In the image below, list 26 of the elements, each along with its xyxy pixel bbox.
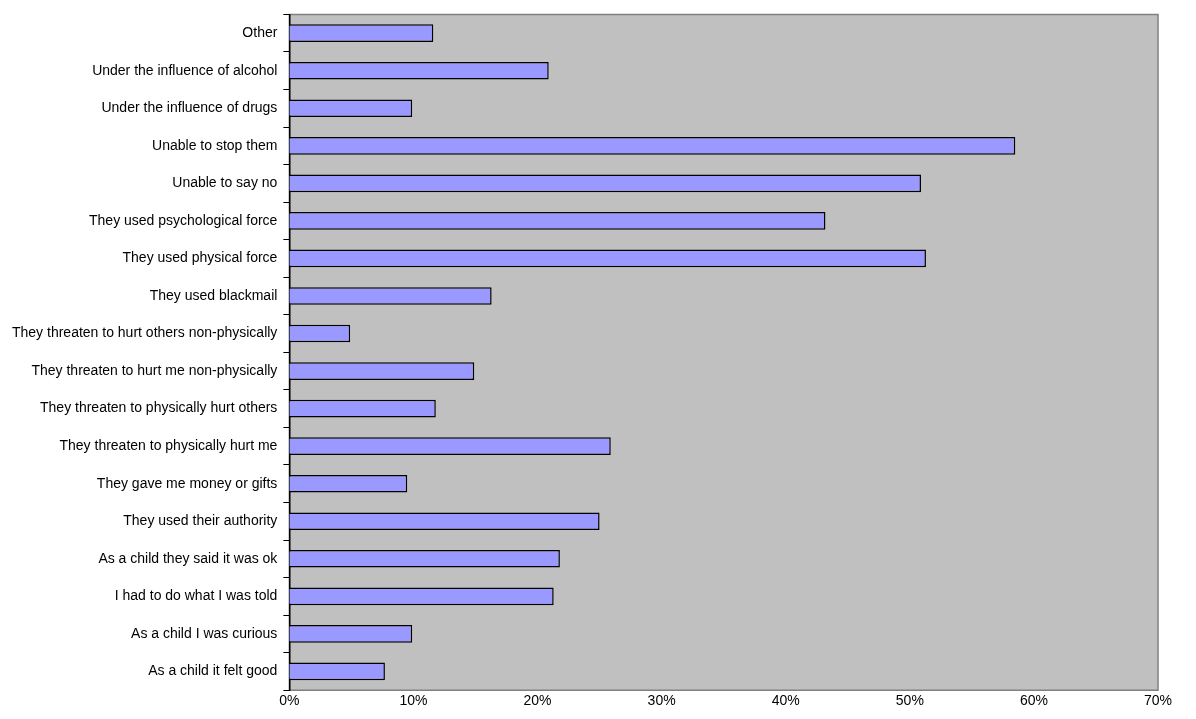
x-tick-label: 70% [1143,692,1173,709]
y-tick-label: I had to do what I was told [114,587,278,604]
x-tick-label: 30% [647,692,676,709]
y-tick-label: They used their authority [123,512,278,529]
y-tick-label: Other [242,24,278,41]
y-tick-label: They used blackmail [149,286,278,303]
y-tick-label: They threaten to physically hurt others [40,399,278,416]
y-tick-label: As a child they said it was ok [98,549,279,566]
y-tick-label: Unable to stop them [152,136,278,153]
y-tick-label: They threaten to hurt others non-physically [11,324,278,341]
x-tick-label: 10% [399,692,428,709]
x-tick-label: 60% [1019,692,1048,709]
y-tick-label: They threaten to physically hurt me [59,437,278,454]
y-tick-label: As a child I was curious [131,624,278,641]
y-tick-label: As a child it felt good [148,662,278,679]
x-tick-label: 40% [771,692,800,709]
y-tick-label: Unable to say no [172,174,278,191]
x-tick-label: 0% [279,692,300,709]
x-tick-label: 20% [523,692,552,709]
y-tick-label: Under the influence of alcohol [92,61,278,78]
y-tick-label: Under the influence of drugs [101,99,278,116]
y-tick-label: They used physical force [122,249,278,266]
y-tick-label: They threaten to hurt me non-physically [31,361,278,378]
y-tick-label: They used psychological force [89,211,278,228]
y-tick-label: They gave me money or gifts [96,474,278,491]
x-tick-label: 50% [895,692,924,709]
